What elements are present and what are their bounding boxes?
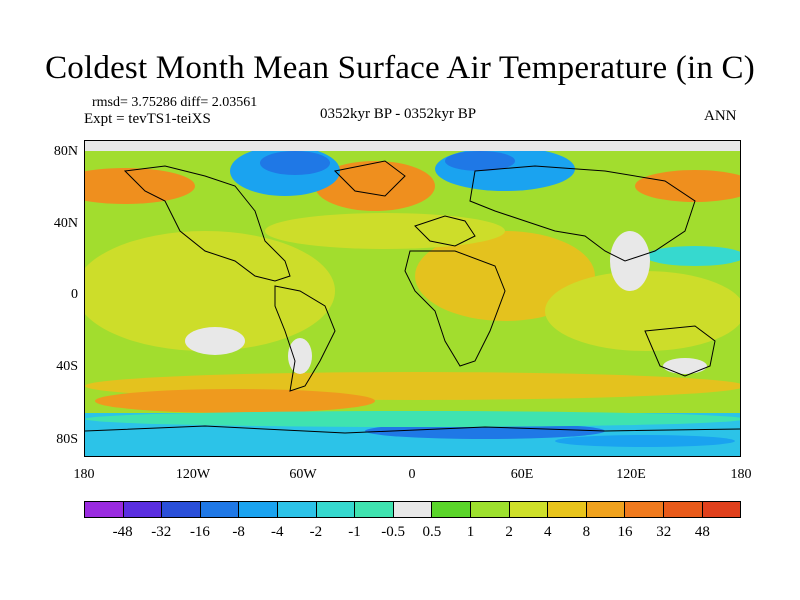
chart-title: Coldest Month Mean Surface Air Temperatu… xyxy=(45,50,755,86)
x-tick-label: 60W xyxy=(289,467,317,482)
y-tick-label: 0 xyxy=(71,287,78,302)
center-subtitle: 0352kyr BP - 0352kyr BP xyxy=(320,106,477,122)
x-tick-label: 60E xyxy=(510,467,534,482)
colorbar xyxy=(84,501,741,518)
colorbar-swatch xyxy=(432,502,471,517)
right-subtitle: ANN xyxy=(704,108,737,124)
colorbar-label: -0.5 xyxy=(381,524,406,540)
field-patches xyxy=(85,141,740,456)
stats-text: rmsd= 3.75286 diff= 2.03561 xyxy=(92,95,258,110)
x-tick-label: 120W xyxy=(175,467,211,482)
colorbar-label: 2 xyxy=(505,524,513,540)
colorbar-label: 8 xyxy=(582,524,591,540)
colorbar-label: 4 xyxy=(544,524,552,540)
y-tick-label: 40S xyxy=(56,359,78,374)
colorbar-swatch xyxy=(509,502,549,517)
colorbar-swatch xyxy=(316,502,356,517)
x-tick-label: 180 xyxy=(73,467,95,482)
colorbar-swatch xyxy=(548,502,587,517)
x-tick-label: 120E xyxy=(616,467,646,482)
colorbar-label: -8 xyxy=(232,524,245,540)
x-tick-label: 0 xyxy=(408,467,416,482)
colorbar-swatch xyxy=(663,502,703,517)
colorbar-label: 32 xyxy=(656,524,672,540)
coastlines xyxy=(85,160,740,434)
colorbar-label: -1 xyxy=(348,524,361,540)
colorbar-label: -48 xyxy=(112,524,133,540)
colorbar-swatch xyxy=(277,502,317,517)
colorbar-swatch xyxy=(123,502,163,517)
colorbar-swatch xyxy=(239,502,278,517)
colorbar-label: 48 xyxy=(694,524,710,540)
colorbar-label: 1 xyxy=(466,524,475,540)
colorbar-label: 0.5 xyxy=(422,524,442,540)
colorbar-label: 16 xyxy=(617,524,633,540)
colorbar-swatch xyxy=(85,502,124,517)
colorbar-swatch xyxy=(393,502,433,517)
colorbar-swatch xyxy=(200,502,240,517)
colorbar-swatch xyxy=(702,502,741,517)
y-tick-label: 40N xyxy=(53,216,78,231)
colorbar-label: -32 xyxy=(151,524,172,540)
y-tick-label: 80N xyxy=(53,144,78,159)
x-tick-label: 180 xyxy=(730,467,752,482)
colorbar-label: -4 xyxy=(270,524,284,540)
colorbar-label: -16 xyxy=(189,524,210,540)
colorbar-swatch xyxy=(586,502,626,517)
colorbar-swatch xyxy=(355,502,394,517)
experiment-text: Expt = tevTS1-teiXS xyxy=(84,111,211,127)
colorbar-label: -2 xyxy=(309,524,323,540)
temperature-map xyxy=(84,140,741,457)
colorbar-swatch xyxy=(625,502,664,517)
y-tick-label: 80S xyxy=(56,432,78,447)
colorbar-swatch xyxy=(470,502,510,517)
colorbar-swatch xyxy=(162,502,201,517)
